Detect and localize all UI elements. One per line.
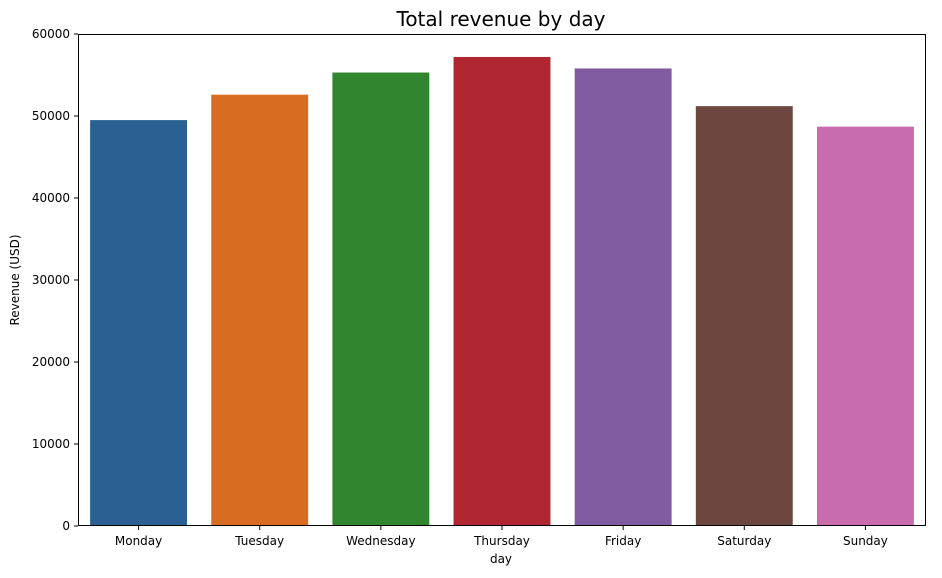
bar-monday xyxy=(90,120,188,526)
bar-wednesday xyxy=(332,72,430,526)
y-tick-label: 30000 xyxy=(32,273,70,287)
x-tick-label: Tuesday xyxy=(234,534,284,548)
y-tick-label: 20000 xyxy=(32,355,70,369)
bar-sunday xyxy=(816,126,914,526)
x-axis-ticks: Monday Tuesday Wednesday Thursday Friday Satu… xyxy=(115,526,888,548)
y-axis-ticks: 0 10000 20000 30000 40000 50000 60000 xyxy=(32,27,78,533)
bar-saturday xyxy=(695,106,793,526)
bars-layer xyxy=(90,56,914,527)
x-tick-label: Thursday xyxy=(473,534,530,548)
x-tick-label: Saturday xyxy=(717,534,771,548)
x-axis-label: day xyxy=(490,552,512,566)
bar-tuesday xyxy=(211,94,309,527)
bar-friday xyxy=(574,68,672,526)
x-tick-label: Wednesday xyxy=(346,534,415,548)
x-tick-label: Monday xyxy=(115,534,162,548)
y-tick-label: 10000 xyxy=(32,437,70,451)
chart-title: Total revenue by day xyxy=(396,7,606,31)
x-tick-label: Sunday xyxy=(843,534,888,548)
y-tick-label: 40000 xyxy=(32,191,70,205)
bar-thursday xyxy=(453,56,551,527)
x-tick-label: Friday xyxy=(605,534,641,548)
y-tick-label: 50000 xyxy=(32,109,70,123)
y-axis-label: Revenue (USD) xyxy=(8,234,22,325)
y-tick-label: 0 xyxy=(62,519,70,533)
plot-frame xyxy=(78,34,926,526)
y-tick-label: 60000 xyxy=(32,27,70,41)
